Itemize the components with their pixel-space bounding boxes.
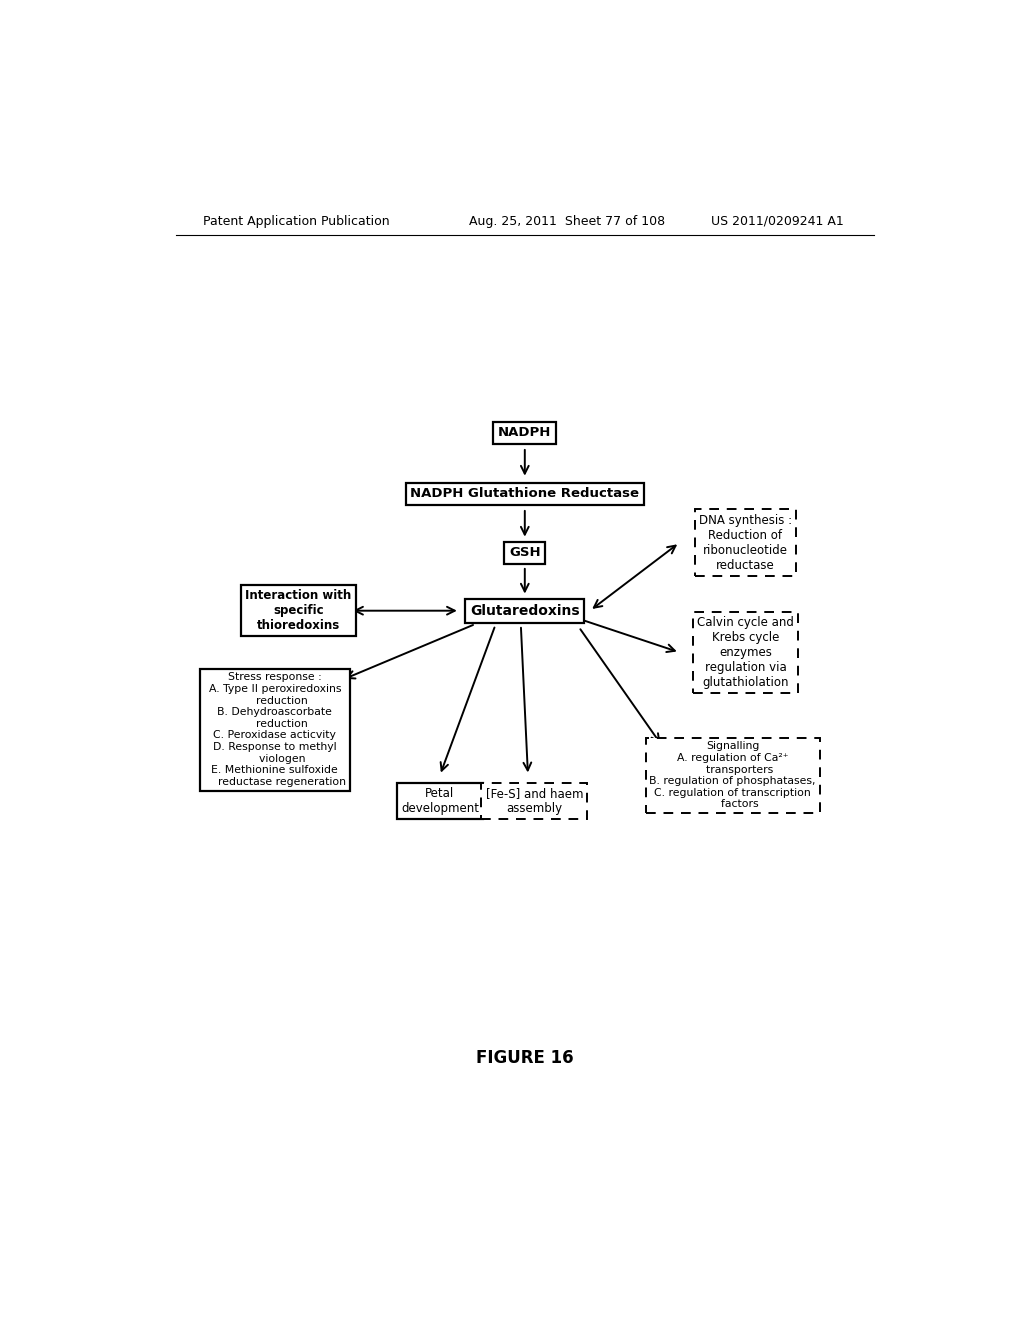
Text: GSH: GSH bbox=[509, 546, 541, 560]
Text: US 2011/0209241 A1: US 2011/0209241 A1 bbox=[712, 215, 844, 228]
Text: Aug. 25, 2011  Sheet 77 of 108: Aug. 25, 2011 Sheet 77 of 108 bbox=[469, 215, 666, 228]
Text: FIGURE 16: FIGURE 16 bbox=[476, 1049, 573, 1067]
Text: Petal
development: Petal development bbox=[400, 787, 479, 814]
Text: Signalling
A. regulation of Ca²⁺
    transporters
B. regulation of phosphatases,: Signalling A. regulation of Ca²⁺ transpo… bbox=[649, 742, 816, 809]
Text: NADPH: NADPH bbox=[498, 426, 552, 440]
Text: Glutaredoxins: Glutaredoxins bbox=[470, 603, 580, 618]
Text: NADPH Glutathione Reductase: NADPH Glutathione Reductase bbox=[411, 487, 639, 500]
Text: DNA synthesis :
Reduction of
ribonucleotide
reductase: DNA synthesis : Reduction of ribonucleot… bbox=[698, 513, 792, 572]
Text: Interaction with
specific
thioredoxins: Interaction with specific thioredoxins bbox=[246, 589, 352, 632]
Text: Patent Application Publication: Patent Application Publication bbox=[204, 215, 390, 228]
Text: [Fe-S] and haem
assembly: [Fe-S] and haem assembly bbox=[485, 787, 583, 814]
Text: Calvin cycle and
Krebs cycle
enzymes
regulation via
glutathiolation: Calvin cycle and Krebs cycle enzymes reg… bbox=[697, 616, 794, 689]
Text: Stress response :
A. Type II peroxiredoxins
    reduction
B. Dehydroascorbate
  : Stress response : A. Type II peroxiredox… bbox=[204, 672, 346, 787]
